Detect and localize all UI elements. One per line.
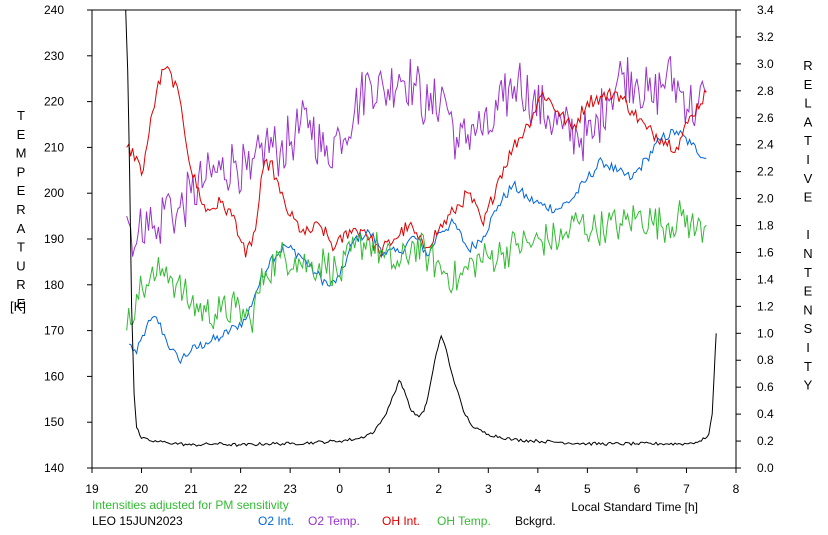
x-axis-label: Local Standard Time [h] xyxy=(571,500,698,514)
right-tick-label-12: 2.4 xyxy=(757,138,774,152)
left-tick-label-2: 160 xyxy=(44,369,64,383)
axes-layer: 1401501601701801902002102202302400.00.20… xyxy=(44,3,774,496)
station-date: LEO 15JUN2023 xyxy=(92,514,183,528)
right-axis-label-char-12: E xyxy=(804,284,813,299)
right-tick-label-17: 3.4 xyxy=(757,3,774,17)
x-tick-label-6: 1 xyxy=(386,482,393,496)
series-layer xyxy=(125,9,717,448)
x-tick-label-10: 5 xyxy=(584,482,591,496)
right-axis-label-char-11: T xyxy=(804,265,812,280)
left-axis-label-char-8: U xyxy=(16,258,25,273)
right-tick-label-11: 2.2 xyxy=(757,165,774,179)
sensitivity-note: Intensities adjusted for PM sensitivity xyxy=(92,498,289,512)
legend-item-o2-int: O2 Int. xyxy=(258,514,294,528)
right-tick-label-13: 2.6 xyxy=(757,111,774,125)
right-axis-label-char-2: L xyxy=(804,96,811,111)
right-axis-label-char-0: R xyxy=(803,58,812,73)
x-tick-label-13: 8 xyxy=(733,482,740,496)
left-tick-label-9: 230 xyxy=(44,49,64,63)
x-tick-label-5: 0 xyxy=(336,482,343,496)
right-tick-label-2: 0.4 xyxy=(757,407,774,421)
legend-item-o2-temp: O2 Temp. xyxy=(308,514,360,528)
left-tick-label-1: 150 xyxy=(44,415,64,429)
x-tick-label-9: 4 xyxy=(535,482,542,496)
right-tick-label-10: 2.0 xyxy=(757,192,774,206)
right-tick-label-1: 0.2 xyxy=(757,434,774,448)
right-axis-label-char-16: T xyxy=(804,359,812,374)
right-tick-label-3: 0.6 xyxy=(757,380,774,394)
right-tick-label-16: 3.2 xyxy=(757,30,774,44)
right-axis-label-char-17: Y xyxy=(804,378,813,393)
right-tick-label-0: 0.0 xyxy=(757,461,774,475)
left-axis-label-char-6: A xyxy=(17,221,26,236)
right-tick-label-6: 1.2 xyxy=(757,299,774,313)
right-axis-label-char-1: E xyxy=(804,77,813,92)
series-line-o2-int xyxy=(129,128,707,365)
right-axis-label-char-14: S xyxy=(804,321,813,336)
left-axis-label-char-7: T xyxy=(17,240,25,255)
left-axis-label-char-0: T xyxy=(17,108,25,123)
x-tick-label-3: 22 xyxy=(234,482,248,496)
left-tick-label-3: 170 xyxy=(44,324,64,338)
right-axis-label-char-7: E xyxy=(804,190,813,205)
right-tick-label-15: 3.0 xyxy=(757,57,774,71)
left-axis-unit: [K] xyxy=(10,299,26,314)
left-axis-label-char-1: E xyxy=(17,127,26,142)
series-line-o2-temp xyxy=(126,55,707,257)
right-tick-label-5: 1.0 xyxy=(757,326,774,340)
right-axis-label-char-3: A xyxy=(804,114,813,129)
left-axis-label-char-9: R xyxy=(16,277,25,292)
x-tick-label-11: 6 xyxy=(634,482,641,496)
left-tick-label-8: 220 xyxy=(44,95,64,109)
left-axis-label-char-10: E xyxy=(17,296,26,311)
legend-item-oh-int: OH Int. xyxy=(382,514,420,528)
left-tick-label-0: 140 xyxy=(44,461,64,475)
x-tick-label-12: 7 xyxy=(683,482,690,496)
left-axis-label-char-3: P xyxy=(17,164,26,179)
legend: O2 Int. O2 Temp. OH Int. OH Temp. Bckgrd. xyxy=(258,514,556,528)
x-tick-label-7: 2 xyxy=(435,482,442,496)
legend-item-bckgrd: Bckgrd. xyxy=(515,514,556,528)
right-tick-label-7: 1.4 xyxy=(757,272,774,286)
right-tick-label-8: 1.6 xyxy=(757,245,774,259)
x-tick-label-0: 19 xyxy=(85,482,99,496)
right-axis-label-char-9: I xyxy=(806,227,810,242)
right-axis-label-char-5: I xyxy=(806,152,810,167)
plot-frame xyxy=(91,9,737,469)
right-tick-label-9: 1.8 xyxy=(757,219,774,233)
left-tick-label-6: 200 xyxy=(44,186,64,200)
left-tick-label-7: 210 xyxy=(44,140,64,154)
x-tick-label-8: 3 xyxy=(485,482,492,496)
left-axis-label-char-4: E xyxy=(17,183,26,198)
left-tick-label-5: 190 xyxy=(44,232,64,246)
right-axis-label-char-6: V xyxy=(804,171,813,186)
right-axis-label-char-15: I xyxy=(806,340,810,355)
left-tick-label-4: 180 xyxy=(44,278,64,292)
x-tick-label-1: 20 xyxy=(135,482,149,496)
right-axis-label-char-4: T xyxy=(804,133,812,148)
series-line-bckgrd xyxy=(125,9,717,448)
right-axis-label-char-10: N xyxy=(803,246,812,261)
left-axis-label-char-2: M xyxy=(16,146,27,161)
x-tick-label-4: 23 xyxy=(283,482,297,496)
right-axis-label-char-13: N xyxy=(803,302,812,317)
left-tick-label-10: 240 xyxy=(44,3,64,17)
right-tick-label-4: 0.8 xyxy=(757,353,774,367)
x-tick-label-2: 21 xyxy=(184,482,198,496)
right-tick-label-14: 2.8 xyxy=(757,84,774,98)
left-axis-label-char-5: R xyxy=(16,202,25,217)
series-line-oh-temp xyxy=(126,200,707,333)
legend-item-oh-temp: OH Temp. xyxy=(437,514,491,528)
